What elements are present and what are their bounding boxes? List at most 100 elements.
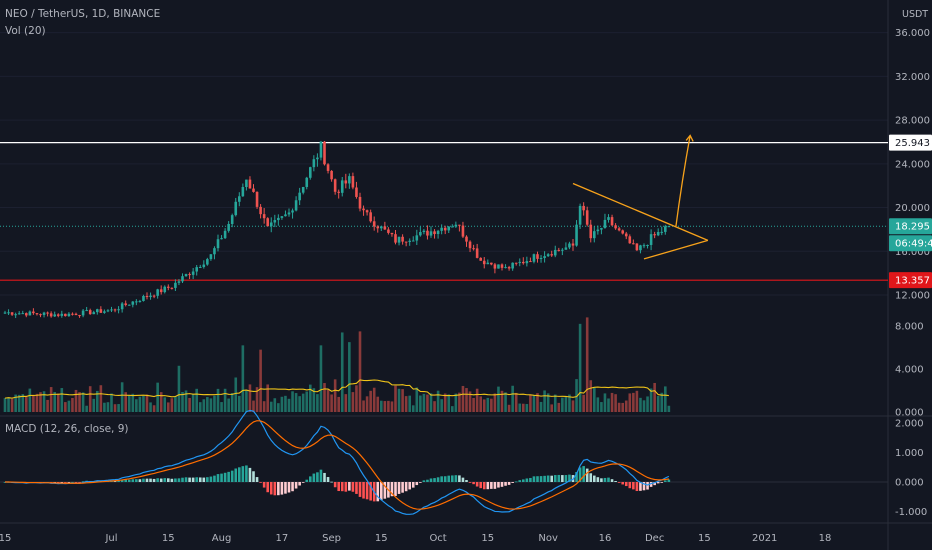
candle-body — [67, 313, 71, 317]
macd-histogram-bar — [96, 480, 99, 482]
candle-body — [614, 225, 617, 229]
time-tick-label: Dec — [645, 533, 664, 544]
macd-histogram-bar — [259, 482, 262, 483]
macd-histogram-bar — [287, 482, 291, 493]
volume-bar — [614, 394, 617, 412]
macd-histogram-bar — [461, 477, 465, 482]
candle-body — [280, 216, 284, 218]
macd-histogram-bar — [117, 480, 120, 482]
candle-body — [557, 249, 561, 251]
volume-bar — [145, 394, 149, 412]
candle-body — [429, 231, 433, 236]
volume-bar — [25, 396, 28, 412]
candle-body — [607, 217, 610, 220]
candle-body — [124, 303, 127, 305]
macd-histogram-bar — [348, 482, 351, 491]
candle-body — [497, 264, 500, 269]
volume-bar — [380, 400, 383, 412]
symbol-legend[interactable]: NEO / TetherUS, 1D, BINANCE — [5, 8, 161, 20]
candle-body — [135, 301, 138, 303]
candle-body — [156, 289, 159, 296]
macd-histogram-bar — [664, 480, 667, 482]
time-axis[interactable]: 15 Jul 15 Aug 17 Sep 15 Oct 15 Nov 16 Dec 15 2021 18 — [0, 533, 831, 544]
candle-body — [333, 179, 337, 192]
macd-histogram-bar — [156, 478, 159, 482]
volume-legend[interactable]: Vol (20) — [5, 25, 46, 37]
volume-tick-label: 0.000 — [895, 408, 924, 419]
macd-histogram-bar — [316, 472, 319, 482]
volume-bar — [96, 390, 99, 412]
price-tick-label: 32.000 — [895, 72, 930, 83]
macd-histogram-bar — [507, 482, 511, 485]
volume-bar — [85, 405, 88, 412]
volume-bar — [387, 400, 390, 412]
macd-tick-label: 1.000 — [895, 448, 924, 459]
volume-bar — [245, 389, 248, 412]
macd-histogram-bar — [234, 468, 238, 482]
volume-bar — [88, 386, 92, 412]
macd-histogram-bar — [64, 482, 67, 483]
macd-histogram-bar — [309, 476, 312, 482]
volume-bar — [664, 386, 667, 412]
volume-bar — [607, 398, 610, 412]
macd-histogram-bar — [362, 482, 365, 499]
candle-body — [536, 254, 539, 259]
macd-histogram-bar — [195, 477, 198, 482]
macd-histogram-bar — [124, 479, 127, 482]
time-tick-label: 2021 — [752, 533, 777, 544]
candle-body — [621, 230, 624, 234]
support-price-badge: 13.357 — [895, 276, 930, 287]
candle-body — [64, 313, 67, 317]
macd-legend[interactable]: MACD (12, 26, close, 9) — [5, 423, 129, 435]
candle-body — [145, 295, 149, 298]
candle-body — [241, 187, 245, 197]
macd-histogram-bar — [667, 479, 671, 482]
volume-bar — [106, 402, 110, 412]
volume-bar — [529, 394, 532, 412]
candle-body — [198, 266, 202, 268]
volume-bar — [333, 379, 337, 412]
candle-body — [138, 300, 142, 302]
candle-body — [85, 310, 88, 312]
volume-bar — [653, 382, 656, 412]
candle-body — [568, 243, 571, 248]
candle-body — [60, 313, 64, 316]
macd-histogram-bar — [561, 475, 564, 482]
price-axis[interactable]: 36.000 32.000 28.000 24.000 20.000 16.000 12.0… — [895, 28, 930, 518]
volume-bar — [7, 397, 10, 412]
volume-bar — [536, 393, 539, 412]
volume-bar — [585, 317, 589, 412]
volume-bar — [525, 404, 529, 412]
macd-histogram-bar — [184, 477, 188, 482]
candle-body — [28, 311, 32, 316]
macd-histogram-bar — [81, 481, 85, 483]
macd-histogram-bar — [202, 477, 206, 482]
candle-body — [103, 311, 106, 313]
candle-body — [213, 248, 216, 255]
macd-histogram-bar — [568, 474, 571, 482]
macd-histogram-bar — [351, 482, 355, 492]
time-tick-label: 15 — [698, 533, 711, 544]
volume-bar — [337, 396, 340, 412]
volume-bar — [131, 393, 135, 412]
macd-histogram-bar — [209, 476, 213, 482]
volume-bar — [390, 401, 394, 412]
candle-body — [159, 289, 163, 293]
volume-tick-label: 8.000 — [895, 322, 924, 333]
volume-tick-label: 4.000 — [895, 365, 924, 376]
candle-body — [117, 309, 120, 311]
macd-histogram-bar — [216, 474, 220, 482]
candle-body — [589, 224, 593, 239]
candle-body — [191, 271, 195, 275]
volume-bar — [458, 392, 461, 412]
candle-body — [181, 276, 184, 282]
volume-bar — [404, 396, 408, 412]
macd-histogram-bar — [479, 482, 482, 489]
macd-histogram-bar — [419, 482, 422, 483]
volume-bar — [78, 392, 81, 412]
candle-body — [252, 188, 255, 192]
macd-histogram-bar — [177, 478, 181, 482]
volume-bar — [348, 342, 351, 412]
candle-body — [184, 274, 188, 277]
